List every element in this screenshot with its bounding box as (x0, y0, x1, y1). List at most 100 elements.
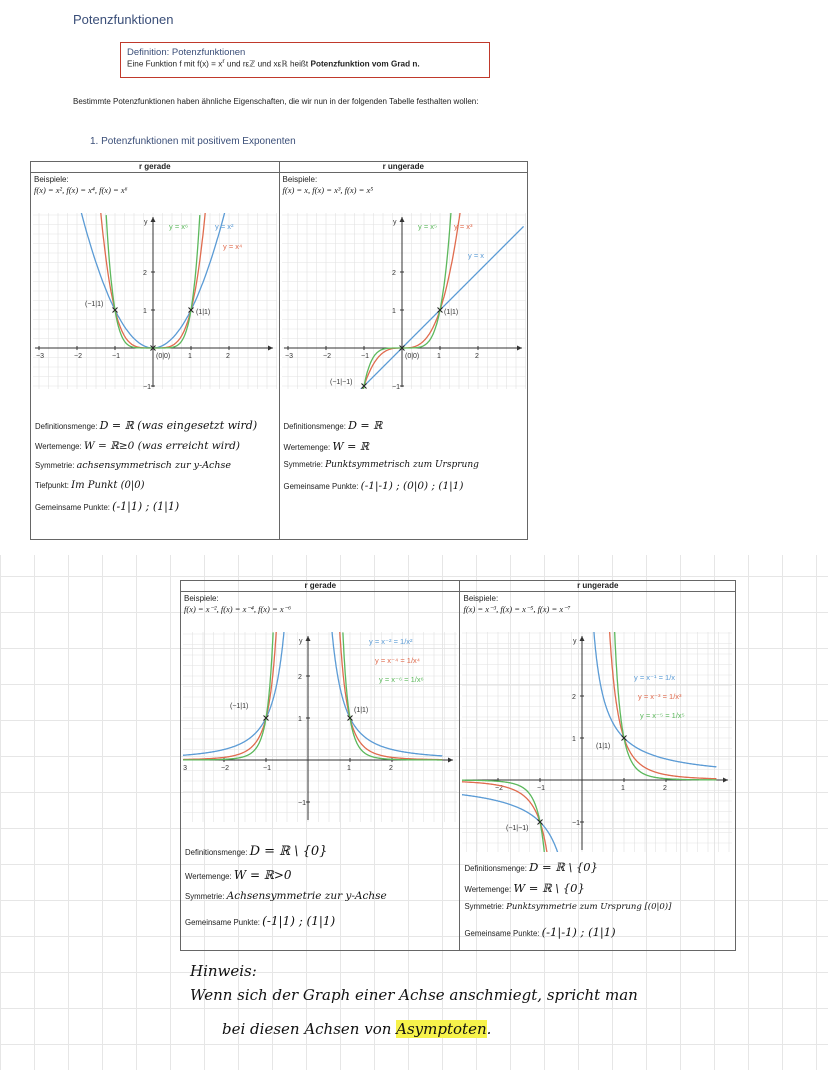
y-axis-label: y (299, 638, 303, 645)
table-positive-exponents: r gerade r ungerade Beispiele: f(x) = x²,… (30, 161, 528, 540)
y-tick-label: −1 (298, 800, 306, 807)
y-tick-label: 1 (298, 716, 302, 723)
subheading-positive-exponents: 1. Potenzfunktionen mit positivem Expone… (90, 136, 296, 147)
y-axis-arrow (399, 217, 404, 222)
y-tick-label: −1 (572, 820, 580, 827)
x-axis-arrow (268, 345, 273, 351)
y-tick-label: 2 (392, 270, 396, 277)
definition-box: Definition: Potenzfunktionen Eine Funkti… (120, 42, 490, 78)
curve-label: y = x⁻⁶ = 1/x⁶ (379, 675, 424, 684)
header-r-gerade: r gerade (304, 581, 337, 590)
wertemenge-row: Wertemenge: W = ℝ \ {0} (464, 881, 585, 895)
curve-x-5 (462, 632, 717, 852)
curve-label: y = x⁻³ = 1/x³ (638, 692, 682, 701)
x-tick-label: 2 (389, 765, 393, 772)
curve-label: y = x⁻² = 1/x² (369, 637, 413, 646)
curve-x-6 (183, 632, 443, 761)
point-label: (−1|−1) (506, 825, 528, 832)
point-marker (150, 345, 156, 351)
point-label: (0|0) (405, 353, 419, 360)
y-tick-label: −1 (143, 384, 151, 389)
graph-even-negative: y −3 −2 −1 1 2 2 1 −1 (−1|1) (1|1) y = x⁻² = 1/x² y … (183, 632, 457, 822)
y-axis-arrow (305, 636, 311, 641)
point-label: (−1|1) (85, 301, 103, 308)
x-tick-label: −3 (183, 765, 187, 772)
point-marker (360, 383, 367, 389)
gemeinsame-punkte-row: Gemeinsame Punkte: (-1|1) ; (1|1) (185, 914, 336, 928)
curve-label: y = x⁻¹ = 1/x (634, 673, 675, 682)
symmetrie-row: Symmetrie: Punktsymmetrie zum Ursprung [… (464, 902, 672, 912)
wertemenge-row: Wertemenge: W = ℝ (283, 440, 370, 453)
y-tick-label: 1 (572, 736, 576, 743)
header-r-gerade: r gerade (138, 162, 171, 171)
curve-label: y = x⁴ (223, 242, 242, 251)
definitionsmenge-row: Definitionsmenge: D = ℝ \ {0} (185, 844, 328, 859)
hinweis-line-2: bei diesen Achsen von Asymptoten. (222, 1020, 492, 1038)
examples-block: Beispiele: f(x) = x², f(x) = x⁴, f(x) = x… (34, 175, 128, 195)
point-marker (188, 307, 194, 313)
gemeinsame-punkte-row: Gemeinsame Punkte: (-1|-1) ; (0|0) ; (1|… (283, 480, 464, 492)
x-tick-label: −1 (361, 353, 369, 360)
x-tick-label: −1 (537, 785, 545, 792)
x-tick-label: 1 (621, 785, 625, 792)
curve-label: y = x² (215, 222, 234, 231)
curve-label: y = x⁵ (418, 222, 437, 231)
point-marker (398, 345, 405, 351)
curve-label: y = x⁶ (169, 222, 188, 231)
point-label: (0|0) (156, 353, 170, 360)
point-marker (112, 307, 118, 313)
curve-label: y = x⁻⁴ = 1/x⁴ (375, 656, 420, 665)
x-axis-arrow (516, 345, 522, 351)
point-marker (347, 715, 353, 721)
x-tick-label: −1 (263, 765, 271, 772)
curve-label: y = x³ (454, 222, 473, 231)
definitionsmenge-row: Definitionsmenge: D = ℝ (was eingesetzt … (35, 419, 258, 432)
definitionsmenge-row: Definitionsmenge: D = ℝ (283, 419, 383, 432)
symmetrie-row: Symmetrie: Achsensymmetrie zur y-Achse (185, 890, 387, 902)
y-tick-label: 1 (143, 308, 147, 315)
header-r-ungerade: r ungerade (382, 162, 424, 171)
x-axis-arrow (448, 757, 453, 763)
x-tick-label: 2 (226, 353, 230, 360)
curve-x-2 (183, 632, 443, 757)
point-label: (1|1) (444, 309, 458, 316)
curve-x-1 (462, 632, 718, 852)
curve-x3 (361, 213, 461, 389)
y-axis-arrow (579, 636, 585, 641)
y-tick-label: −1 (392, 384, 400, 389)
definition-text: Eine Funktion f mit f(x) = xr und rεℤ un… (127, 58, 420, 69)
examples-block: Beispiele: f(x) = x⁻², f(x) = x⁻⁴, f(x) =… (184, 594, 292, 614)
page-title: Potenzfunktionen (73, 12, 174, 27)
definitionsmenge-row: Definitionsmenge: D = ℝ \ {0} (464, 860, 598, 874)
x-axis-arrow (723, 777, 729, 783)
wertemenge-row: Wertemenge: W = ℝ≥0 (was erreicht wird) (35, 440, 240, 452)
x-tick-label: −2 (74, 353, 82, 360)
gemeinsame-punkte-row: Gemeinsame Punkte: (-1|1) ; (1|1) (35, 500, 180, 513)
curve-x-3 (462, 632, 717, 852)
curve-label: y = x⁻⁵ = 1/x⁵ (640, 711, 685, 720)
x-tick-label: 2 (663, 785, 667, 792)
x-tick-label: 2 (475, 353, 479, 360)
y-axis-label: y (393, 219, 397, 226)
x-tick-label: −3 (285, 353, 293, 360)
point-label: (1|1) (596, 743, 610, 750)
symmetrie-row: Symmetrie: Punktsymmetrisch zum Ursprung (283, 460, 479, 470)
x-tick-label: 1 (347, 765, 351, 772)
graph-even-positive: y −3 −2 −1 1 2 2 1 −1 (−1|1) (1|1) (0|0) y = x⁶ y = x… (33, 213, 277, 389)
x-tick-label: −2 (221, 765, 229, 772)
point-label: (−1|−1) (330, 379, 352, 386)
header-r-ungerade: r ungerade (577, 581, 619, 590)
hinweis-title: Hinweis: (190, 962, 257, 980)
y-tick-label: 2 (572, 694, 576, 701)
y-tick-label: 1 (392, 308, 396, 315)
y-axis-arrow (150, 217, 156, 222)
x-tick-label: −2 (323, 353, 331, 360)
x-tick-label: 1 (188, 353, 192, 360)
y-axis-label: y (144, 219, 148, 226)
hinweis-line-1: Wenn sich der Graph einer Achse anschmie… (190, 986, 638, 1004)
definition-heading: Definition: Potenzfunktionen (127, 47, 246, 58)
curve-label: y = x (468, 251, 484, 260)
asymptoten-highlight: Asymptoten (396, 1020, 487, 1038)
y-axis-label: y (573, 638, 577, 645)
